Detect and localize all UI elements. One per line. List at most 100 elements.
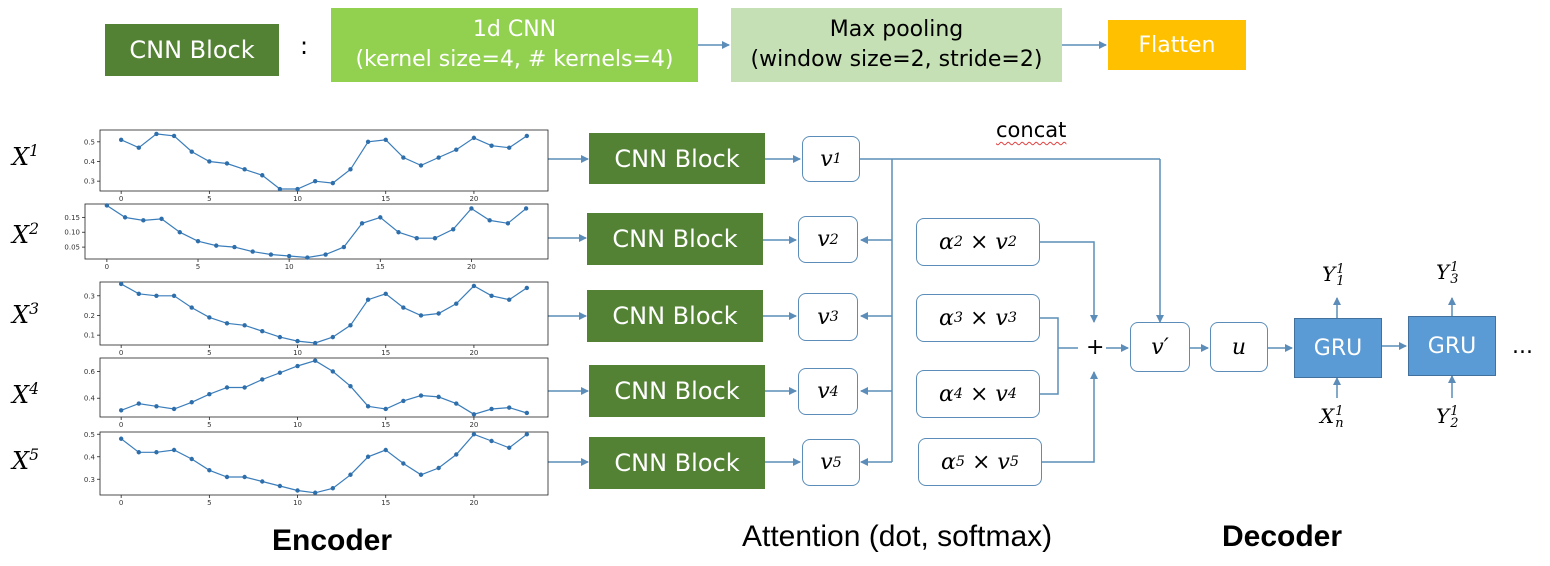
series-point [383,406,388,412]
input-label-2: X2 [12,220,40,249]
series-point [154,293,159,298]
x-tick-label: 20 [469,195,478,203]
series-point [312,340,318,346]
series-point [260,479,265,484]
series-point [505,221,511,226]
cnn-block-1: CNN Block [589,133,765,184]
series-point [189,456,194,462]
series-point [451,227,456,232]
series-point [189,149,194,154]
series-point [189,305,194,310]
x-tick-label: 5 [207,195,211,203]
series-point [224,385,230,390]
x-tick-label: 15 [381,195,390,203]
series-point [489,406,494,412]
series-point [454,147,459,152]
series-point [118,436,124,441]
series-point [401,155,406,160]
series-point [348,167,353,172]
x-tick-label: 0 [119,421,123,429]
y-tick-label: 0.3 [84,292,95,300]
series-point [348,383,353,389]
series-point [418,393,424,398]
series-point [506,445,512,450]
series-point [365,139,371,145]
x-tick-label: 0 [105,263,109,271]
input-label-3: X3 [12,300,40,329]
series-point [295,338,300,344]
series-point [277,483,283,489]
series-point [242,323,247,328]
x-tick-label: 15 [376,263,385,271]
input-label-5: X5 [12,446,40,475]
series-point [207,159,212,164]
vector-v-prime: v′ [1130,322,1190,372]
x-tick-label: 10 [293,195,302,203]
series-point [523,206,529,211]
y-tick-label: 0.5 [84,431,95,439]
ellipsis: ... [1512,334,1533,359]
x-tick-label: 5 [207,349,211,357]
series-point [207,468,212,473]
series-point [171,133,177,139]
cnn-block-label: CNN Block [614,377,740,405]
series-point [359,221,365,226]
y-tick-label: 0.1 [84,332,95,340]
y-tick-label: 0.4 [84,395,96,403]
y-tick-label: 0.15 [64,214,80,222]
plot-frame [84,203,549,260]
series-point [171,447,177,453]
y-tick-label: 0.3 [84,178,95,186]
legend-conv-params: (kernel size=4, # kernels=4) [355,47,674,72]
plot-frame [99,129,549,192]
x-tick-label: 10 [293,349,302,357]
concat-label: concat [996,118,1067,142]
series-point [136,145,142,150]
series-plot-2: 0.05 0.10 0.15 0 5 10 15 20 [64,203,549,271]
input-label-4: X4 [12,380,40,409]
series-point [286,253,292,259]
series-line [120,283,528,344]
series-point [277,370,283,375]
series-point [383,137,388,143]
series-point [454,401,459,406]
series-point [524,133,530,139]
y-tick-label: 0.2 [84,312,95,320]
series-plot-1: 0.3 0.4 0.5 0 5 10 15 20 [84,129,549,203]
x-tick-label: 10 [293,421,302,429]
series-point [136,401,142,406]
series-point [232,244,237,250]
series-point [418,163,424,168]
series-point [295,186,300,192]
series-point [365,454,371,459]
series-point [524,410,530,416]
series-point [242,167,247,172]
series-point [524,432,530,437]
x-tick-label: 10 [285,263,294,271]
x-tick-label: 15 [381,499,390,507]
input-label-1: X1 [12,142,40,171]
series-point [383,447,388,453]
x-tick-label: 20 [469,499,478,507]
series-point [454,452,459,457]
series-point [323,252,328,257]
series-point [260,173,265,178]
y-tick-label: 0.5 [84,138,95,146]
series-point [268,252,274,257]
series-point [195,238,201,244]
series-point [365,404,371,409]
series-point [471,432,477,437]
series-point [171,406,177,412]
legend-cnn-block: CNN Block [105,24,279,76]
series-point [365,297,371,302]
series-point [224,474,230,480]
series-point [136,450,142,455]
cnn-block-4: CNN Block [589,365,765,417]
section-decoder: Decoder [1222,520,1343,553]
legend-pool-box: Max pooling (window size=2, stride=2) [731,8,1062,82]
